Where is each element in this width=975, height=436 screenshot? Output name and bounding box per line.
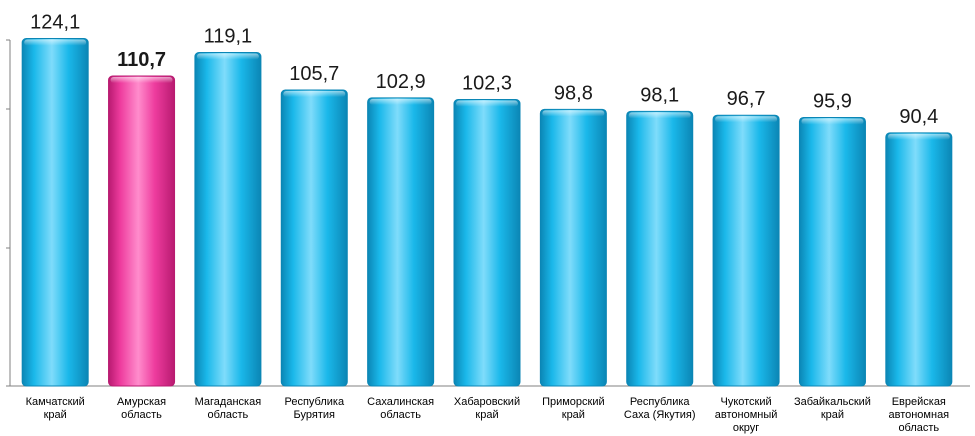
bar-bevel-9 bbox=[801, 118, 864, 125]
bar-5 bbox=[453, 99, 521, 387]
category-label-line: Забайкальский bbox=[794, 396, 871, 408]
category-label-line: Хабаровский bbox=[454, 396, 520, 408]
category-label-line: Чукотский bbox=[721, 396, 772, 408]
category-label-8: Чукотский автономный округ bbox=[715, 396, 778, 434]
category-label-line: автономный bbox=[715, 409, 778, 421]
bar-bevel-8 bbox=[715, 116, 778, 123]
bar-bevel-10 bbox=[887, 133, 950, 140]
category-label-3: Республика Бурятия bbox=[284, 396, 344, 421]
category-label-line: Сахалинская bbox=[367, 396, 434, 408]
category-label-4: Сахалинская область bbox=[367, 396, 434, 421]
category-label-line: округ bbox=[733, 422, 759, 434]
bar-bevel-2 bbox=[196, 53, 259, 60]
bar-bevel-5 bbox=[456, 100, 518, 107]
category-label-line: Еврейская bbox=[892, 396, 946, 408]
category-label-line: край bbox=[562, 409, 585, 421]
value-label-2: 119,1 bbox=[204, 26, 253, 48]
category-label-line: Магаданская bbox=[195, 396, 262, 408]
bar-bevel-0 bbox=[24, 39, 87, 46]
value-label-9: 95,9 bbox=[813, 90, 852, 112]
category-label-5: Хабаровский край bbox=[454, 396, 520, 421]
category-label-2: Магаданская область bbox=[195, 396, 262, 421]
category-label-line: область bbox=[208, 409, 249, 421]
category-label-line: Камчатский bbox=[26, 396, 85, 408]
category-label-line: край bbox=[44, 409, 67, 421]
value-label-10: 90,4 bbox=[899, 106, 938, 128]
bar-bevel-7 bbox=[628, 112, 691, 119]
bar-bevel-1 bbox=[110, 77, 173, 84]
value-label-3: 105,7 bbox=[289, 63, 339, 85]
category-label-line: автономная bbox=[888, 409, 949, 421]
bar-2 bbox=[194, 52, 262, 387]
bar-bevel-4 bbox=[369, 98, 432, 105]
bar-7 bbox=[626, 110, 694, 387]
bar-bevel-3 bbox=[283, 91, 346, 98]
category-label-line: Амурская bbox=[117, 396, 166, 408]
bar-1 bbox=[108, 75, 176, 387]
category-label-line: область bbox=[380, 409, 421, 421]
category-label-line: Саха (Якутия) bbox=[624, 409, 696, 421]
category-label-6: Приморский край bbox=[542, 396, 605, 421]
bars-layer bbox=[21, 38, 953, 387]
category-label-line: Приморский bbox=[542, 396, 605, 408]
value-label-0: 124,1 bbox=[30, 12, 80, 34]
category-label-line: край bbox=[821, 409, 844, 421]
bar-0 bbox=[21, 38, 89, 387]
bar-10 bbox=[885, 132, 953, 387]
category-label-7: Республика Саха (Якутия) bbox=[624, 396, 696, 421]
value-label-7: 98,1 bbox=[640, 84, 679, 106]
category-label-10: Еврейская автономная область bbox=[888, 396, 949, 434]
category-label-0: Камчатский край bbox=[26, 396, 85, 421]
bar-4 bbox=[367, 97, 435, 387]
bar-8 bbox=[712, 114, 780, 387]
category-label-line: Бурятия bbox=[294, 409, 335, 421]
category-label-line: Республика bbox=[284, 396, 344, 408]
category-label-line: область bbox=[121, 409, 162, 421]
category-label-line: Республика bbox=[630, 396, 690, 408]
category-label-9: Забайкальский край bbox=[794, 396, 871, 421]
bar-9 bbox=[798, 116, 866, 387]
bar-6 bbox=[539, 108, 607, 387]
value-label-5: 102,3 bbox=[462, 73, 512, 95]
value-label-1: 110,7 bbox=[117, 49, 166, 71]
value-label-8: 96,7 bbox=[727, 88, 766, 110]
category-label-line: область bbox=[898, 422, 939, 434]
value-label-6: 98,8 bbox=[554, 82, 593, 104]
bar-3 bbox=[280, 89, 348, 387]
bar-bevel-6 bbox=[542, 110, 605, 117]
value-label-4: 102,9 bbox=[376, 71, 426, 93]
value-labels-layer: 124,1 110,7 119,1 105,7 102,9 102,3 98,8 98,1 96… bbox=[30, 12, 938, 128]
category-label-1: Амурская область bbox=[117, 396, 166, 421]
category-label-line: край bbox=[475, 409, 498, 421]
